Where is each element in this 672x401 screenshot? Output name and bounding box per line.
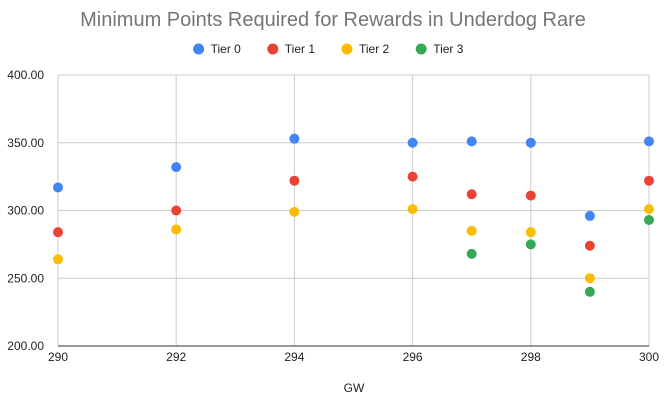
data-point — [644, 175, 654, 186]
data-point — [171, 205, 182, 216]
legend-label: Tier 2 — [359, 42, 390, 56]
data-point — [525, 227, 536, 238]
y-tick-label: 250.00 — [7, 271, 44, 285]
series-tier-2 — [53, 204, 654, 284]
data-point — [289, 206, 300, 217]
data-point — [466, 189, 477, 200]
data-point — [644, 136, 654, 147]
x-tick-label: 300 — [639, 350, 659, 364]
legend-item: Tier 1 — [267, 42, 315, 56]
legend-item: Tier 2 — [341, 42, 390, 56]
data-point — [466, 225, 477, 236]
data-point — [584, 273, 595, 284]
legend-label: Tier 0 — [211, 42, 242, 56]
data-point — [407, 204, 418, 215]
legend-marker — [341, 43, 353, 55]
data-point — [584, 210, 595, 221]
y-tick-label: 350.00 — [7, 136, 44, 150]
x-axis-label: GW — [344, 381, 365, 395]
legend-label: Tier 1 — [285, 42, 316, 56]
y-tick-label: 400.00 — [7, 68, 44, 82]
x-tick-label: 298 — [521, 350, 541, 364]
legend: Tier 0 Tier 1 Tier 2 Tier 3 — [193, 42, 464, 56]
series-tier-1 — [53, 171, 654, 251]
legend-marker — [193, 43, 205, 55]
data-points — [53, 133, 654, 297]
data-point — [53, 227, 63, 238]
legend-item: Tier 3 — [415, 42, 464, 56]
data-point — [525, 239, 536, 250]
data-point — [407, 171, 418, 182]
data-point — [644, 214, 654, 225]
legend-label: Tier 3 — [433, 42, 464, 56]
data-point — [171, 162, 182, 173]
x-tick-label: 292 — [166, 350, 186, 364]
data-point — [644, 204, 654, 215]
axes: 200.00 250.00 300.00 350.00 400.00 290 292 294 2… — [7, 68, 659, 364]
series-tier-0 — [53, 133, 654, 221]
data-point — [53, 254, 63, 265]
data-point — [53, 182, 63, 193]
chart-title: Minimum Points Required for Rewards in U… — [80, 9, 586, 31]
x-tick-label: 290 — [48, 350, 68, 364]
y-tick-label: 300.00 — [7, 204, 44, 218]
data-point — [525, 137, 536, 148]
data-point — [289, 133, 300, 144]
data-point — [584, 286, 595, 297]
legend-item: Tier 0 — [193, 42, 241, 56]
x-tick-label: 296 — [403, 350, 423, 364]
data-point — [171, 224, 182, 235]
data-point — [584, 240, 595, 251]
data-point — [407, 137, 418, 148]
x-tick-label: 294 — [284, 350, 304, 364]
data-point — [289, 175, 300, 186]
data-point — [466, 136, 477, 147]
legend-marker — [267, 43, 279, 55]
data-point — [466, 248, 477, 259]
y-tick-label: 200.00 — [7, 339, 44, 353]
legend-marker — [415, 43, 427, 55]
data-point — [525, 190, 536, 201]
grid — [57, 74, 650, 346]
series-tier-3 — [466, 214, 654, 297]
